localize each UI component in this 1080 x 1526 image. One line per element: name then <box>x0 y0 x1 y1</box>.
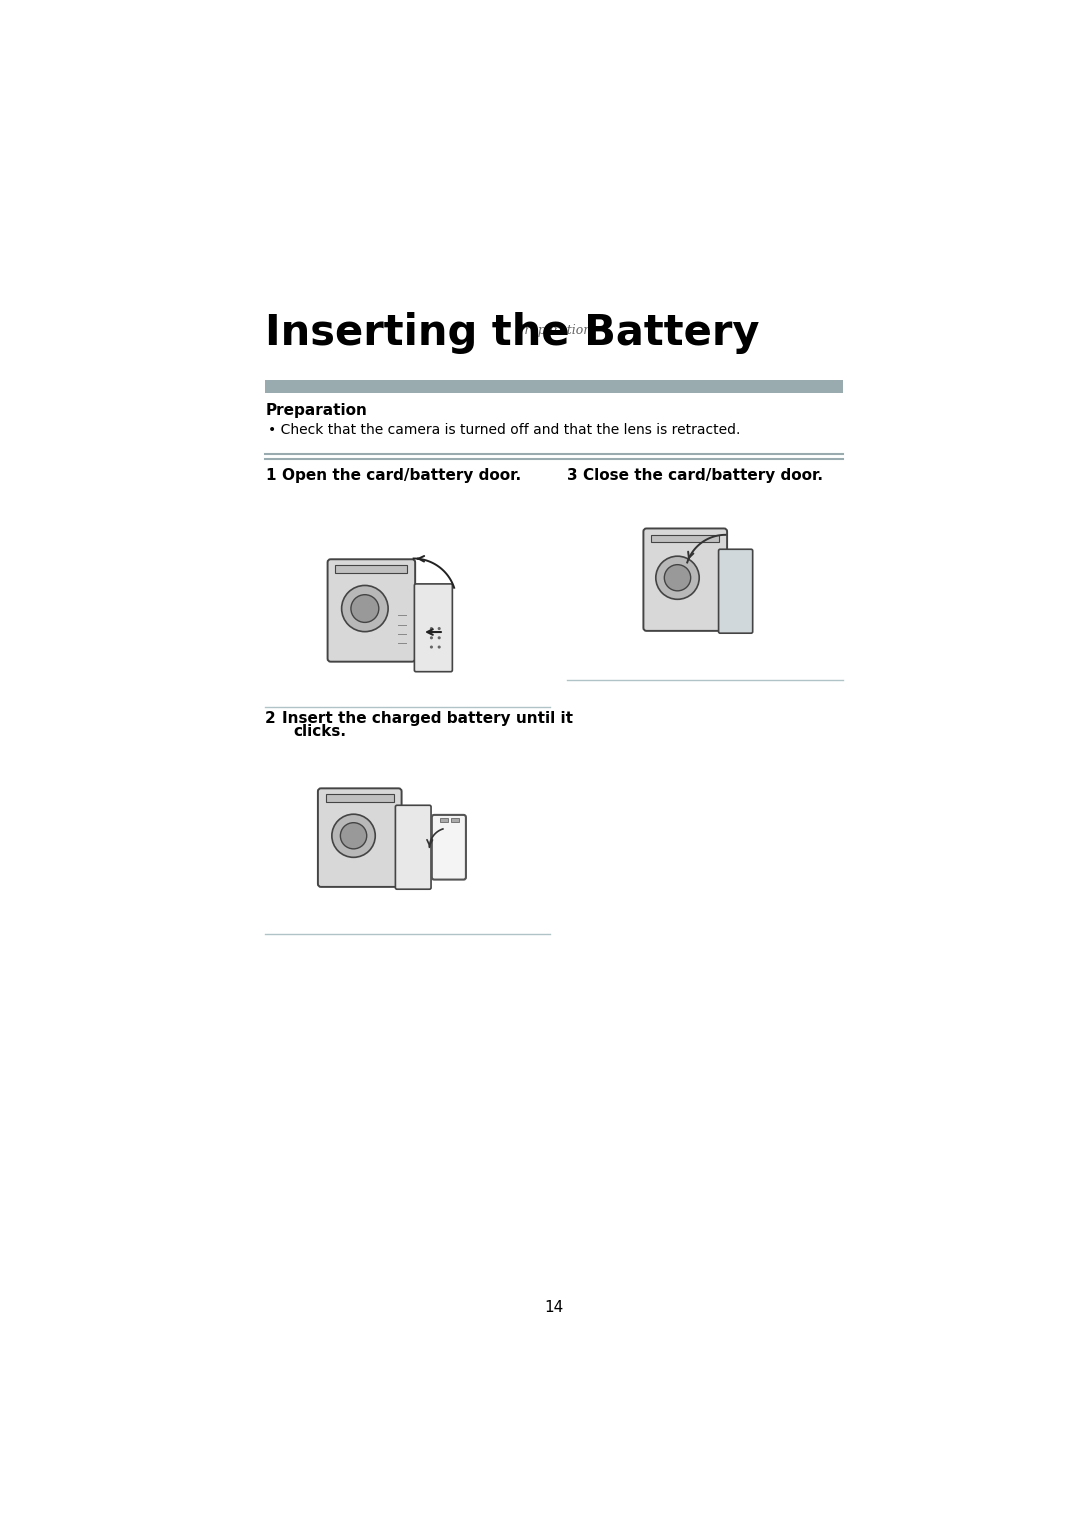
Text: • Check that the camera is turned off and that the lens is retracted.: • Check that the camera is turned off an… <box>268 423 741 438</box>
Bar <box>451 818 459 823</box>
FancyBboxPatch shape <box>318 789 402 887</box>
Bar <box>335 566 407 574</box>
Circle shape <box>430 645 433 649</box>
Text: Inserting the Battery: Inserting the Battery <box>266 311 759 354</box>
Circle shape <box>430 636 433 639</box>
Text: Preparation: Preparation <box>266 403 367 418</box>
Text: Preparation: Preparation <box>516 324 591 337</box>
FancyBboxPatch shape <box>415 584 453 671</box>
Circle shape <box>341 586 388 632</box>
Circle shape <box>437 636 441 639</box>
Bar <box>441 818 448 823</box>
Circle shape <box>430 627 433 630</box>
FancyBboxPatch shape <box>395 806 431 890</box>
Circle shape <box>437 645 441 649</box>
Text: 2: 2 <box>266 711 276 726</box>
Text: Open the card/battery door.: Open the card/battery door. <box>282 468 522 484</box>
Circle shape <box>664 565 691 591</box>
Circle shape <box>340 823 367 848</box>
Bar <box>651 534 719 542</box>
Circle shape <box>656 555 699 600</box>
Bar <box>266 380 843 392</box>
Circle shape <box>332 815 375 858</box>
Circle shape <box>351 595 379 623</box>
Text: Close the card/battery door.: Close the card/battery door. <box>583 468 823 484</box>
Text: clicks.: clicks. <box>293 723 346 739</box>
FancyBboxPatch shape <box>644 528 727 630</box>
Text: Insert the charged battery until it: Insert the charged battery until it <box>282 711 573 726</box>
FancyBboxPatch shape <box>718 549 753 633</box>
Text: 14: 14 <box>544 1300 563 1315</box>
FancyBboxPatch shape <box>327 559 415 662</box>
Circle shape <box>437 627 441 630</box>
FancyBboxPatch shape <box>432 815 465 879</box>
Bar <box>326 795 394 803</box>
Text: 3: 3 <box>567 468 578 484</box>
Text: 1: 1 <box>266 468 275 484</box>
